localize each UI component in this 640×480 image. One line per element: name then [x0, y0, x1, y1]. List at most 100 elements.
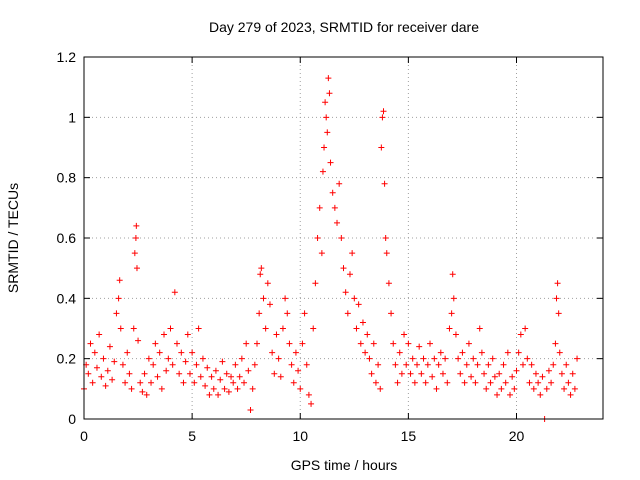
data-point [478, 349, 485, 356]
data-point [288, 361, 295, 368]
data-point [186, 370, 193, 377]
data-point [517, 331, 524, 338]
data-point [122, 379, 129, 386]
data-point [543, 385, 550, 392]
grid-lines [84, 57, 603, 419]
data-point [552, 340, 559, 347]
data-point [223, 370, 230, 377]
data-point [338, 235, 345, 241]
data-point [424, 361, 431, 368]
data-point [565, 379, 572, 386]
data-point [217, 376, 224, 383]
data-point [210, 385, 217, 392]
data-point [396, 349, 403, 356]
data-point [422, 379, 429, 386]
data-point [165, 355, 172, 362]
data-point [111, 358, 118, 365]
data-point [379, 114, 386, 121]
data-point [459, 349, 466, 356]
y-tick-label: 0 [68, 411, 76, 427]
data-point [455, 355, 462, 362]
data-point [548, 379, 555, 386]
data-point [489, 355, 496, 362]
data-point [100, 355, 107, 362]
data-point [133, 222, 140, 229]
data-point [241, 379, 248, 386]
data-point [150, 361, 157, 368]
data-point [504, 349, 511, 356]
data-point [132, 235, 139, 241]
x-tick-label: 0 [80, 428, 88, 444]
data-point [515, 349, 522, 356]
data-point [137, 379, 144, 386]
data-point [554, 280, 561, 287]
data-point [563, 361, 570, 368]
data-point [171, 289, 178, 296]
data-point [511, 385, 518, 392]
data-point [141, 370, 148, 377]
chart-title: Day 279 of 2023, SRMTID for receiver dar… [209, 19, 479, 35]
data-point [465, 340, 472, 347]
data-point [528, 361, 535, 368]
data-point [324, 129, 331, 136]
data-point [502, 379, 509, 386]
data-point [319, 168, 326, 175]
x-tick-label: 20 [509, 428, 525, 444]
data-point [558, 370, 565, 377]
data-point [405, 340, 412, 347]
data-point [351, 295, 358, 302]
data-point [522, 325, 529, 332]
data-point [437, 349, 444, 356]
data-point [256, 310, 263, 317]
data-point [553, 295, 560, 302]
data-point [427, 340, 433, 347]
data-point [470, 355, 477, 362]
data-point [519, 361, 526, 368]
data-point [574, 355, 581, 362]
x-tick-label: 10 [292, 428, 308, 444]
data-point [130, 325, 137, 332]
y-axis-label: SRMTID / TECUs [5, 183, 21, 293]
data-point [104, 367, 111, 374]
data-point [195, 325, 202, 332]
data-point [496, 370, 503, 377]
data-point [305, 391, 312, 398]
data-point [282, 295, 289, 302]
data-point [526, 379, 533, 386]
data-point [117, 325, 124, 332]
data-point [245, 367, 252, 374]
data-point [251, 361, 258, 368]
data-point [571, 385, 578, 392]
data-point [382, 235, 389, 241]
data-point [429, 373, 436, 380]
data-point [532, 370, 539, 377]
data-point [193, 361, 200, 368]
data-point [346, 271, 353, 278]
data-point [184, 331, 191, 338]
y-tick-label: 0.4 [57, 290, 77, 306]
data-point [322, 99, 329, 106]
data-point [115, 295, 122, 302]
data-point [204, 364, 211, 371]
data-point [199, 355, 206, 362]
data-point [318, 250, 325, 257]
data-point [273, 331, 280, 338]
data-point [416, 343, 423, 350]
data-point [385, 280, 392, 287]
data-point [359, 319, 366, 326]
data-point [414, 361, 421, 368]
x-tick-label: 15 [401, 428, 417, 444]
data-point [131, 250, 138, 257]
data-point [481, 370, 488, 377]
data-point [476, 325, 483, 332]
data-point [271, 370, 278, 377]
data-point [398, 370, 405, 377]
data-point [297, 385, 304, 392]
data-point [331, 204, 338, 211]
data-point [230, 379, 237, 386]
data-point [232, 361, 239, 368]
data-point [197, 373, 204, 380]
data-point [260, 295, 267, 302]
data-point [316, 204, 323, 211]
